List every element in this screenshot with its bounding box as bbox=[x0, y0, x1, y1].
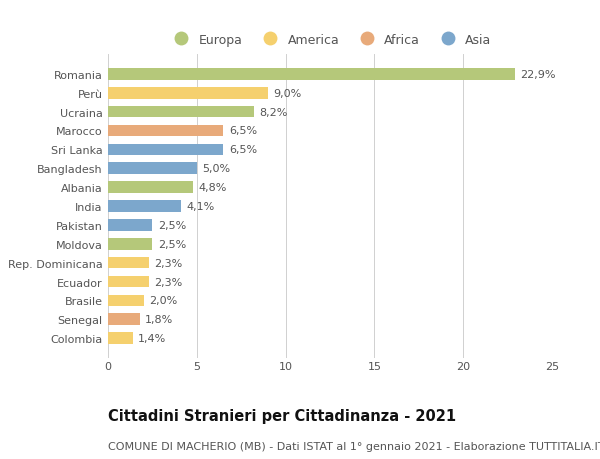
Bar bbox=[108, 238, 152, 250]
Bar bbox=[108, 106, 254, 118]
Text: 1,4%: 1,4% bbox=[138, 333, 166, 343]
Bar bbox=[108, 276, 149, 288]
Text: 5,0%: 5,0% bbox=[202, 164, 230, 174]
Legend: Europa, America, Africa, Asia: Europa, America, Africa, Asia bbox=[166, 31, 494, 49]
Bar bbox=[108, 125, 223, 137]
Text: COMUNE DI MACHERIO (MB) - Dati ISTAT al 1° gennaio 2021 - Elaborazione TUTTITALI: COMUNE DI MACHERIO (MB) - Dati ISTAT al … bbox=[108, 441, 600, 451]
Text: 2,0%: 2,0% bbox=[149, 296, 177, 306]
Text: 22,9%: 22,9% bbox=[520, 70, 556, 80]
Text: 6,5%: 6,5% bbox=[229, 126, 257, 136]
Bar bbox=[108, 69, 515, 80]
Text: Cittadini Stranieri per Cittadinanza - 2021: Cittadini Stranieri per Cittadinanza - 2… bbox=[108, 409, 456, 424]
Text: 2,5%: 2,5% bbox=[158, 239, 186, 249]
Text: 2,5%: 2,5% bbox=[158, 220, 186, 230]
Text: 2,3%: 2,3% bbox=[154, 258, 182, 268]
Text: 6,5%: 6,5% bbox=[229, 145, 257, 155]
Bar bbox=[108, 144, 223, 156]
Text: 1,8%: 1,8% bbox=[145, 314, 173, 325]
Bar bbox=[108, 163, 197, 175]
Bar bbox=[108, 201, 181, 213]
Text: 8,2%: 8,2% bbox=[259, 107, 287, 118]
Bar bbox=[108, 333, 133, 344]
Text: 4,1%: 4,1% bbox=[186, 202, 214, 212]
Bar bbox=[108, 219, 152, 231]
Bar bbox=[108, 314, 140, 325]
Text: 9,0%: 9,0% bbox=[273, 89, 301, 99]
Bar bbox=[108, 182, 193, 194]
Bar bbox=[108, 295, 143, 307]
Text: 4,8%: 4,8% bbox=[199, 183, 227, 193]
Bar bbox=[108, 257, 149, 269]
Bar bbox=[108, 88, 268, 99]
Text: 2,3%: 2,3% bbox=[154, 277, 182, 287]
